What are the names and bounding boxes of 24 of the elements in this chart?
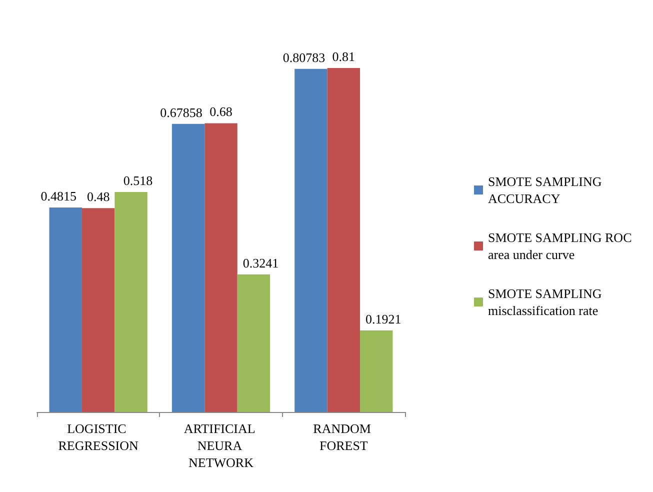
data-label: 0.3241 xyxy=(242,255,279,270)
bar xyxy=(49,208,82,412)
x-tick-label: ARTIFICIAL NEURA NETWORK xyxy=(184,421,258,470)
data-label: 0.518 xyxy=(123,173,153,188)
data-label: 0.80783 xyxy=(282,50,326,65)
bar xyxy=(360,330,393,412)
bar xyxy=(294,68,328,412)
x-tick-label: RANDOM FOREST xyxy=(313,421,374,453)
bar xyxy=(237,274,270,412)
data-label: 0.4815 xyxy=(40,188,76,204)
bar xyxy=(327,68,360,412)
legend-label: SMOTE SAMPLING misclassification rate xyxy=(488,286,606,318)
data-label: 0.81 xyxy=(332,49,356,64)
bar xyxy=(204,123,238,412)
data-label: 0.68 xyxy=(210,104,232,120)
data-label: 0.67858 xyxy=(160,104,202,120)
bar xyxy=(172,124,205,412)
bar xyxy=(82,208,115,412)
data-label: 0.1921 xyxy=(366,311,402,326)
bar xyxy=(114,192,148,412)
legend-label: SMOTE SAMPLING ACCURACY xyxy=(488,174,606,206)
data-label: 0.48 xyxy=(86,189,110,204)
x-tick-label: LOGISTIC REGRESSION xyxy=(58,421,140,453)
legend-label: SMOTE SAMPLING ROC area under curve xyxy=(488,230,635,262)
